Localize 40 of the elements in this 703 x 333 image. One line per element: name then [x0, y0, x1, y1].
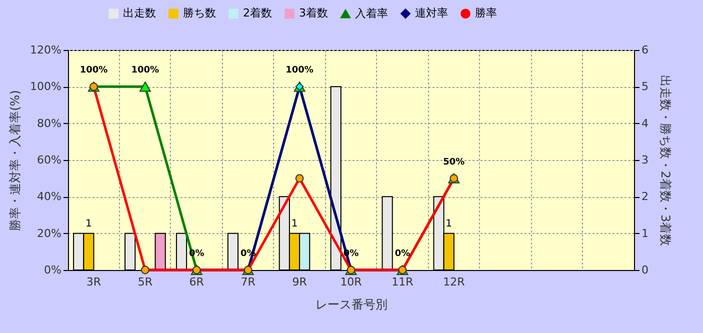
legend-label: 勝率: [475, 6, 497, 20]
x-tick-label: 12R: [443, 276, 466, 288]
legend-label: 2着数: [243, 6, 272, 20]
x-tick-label: 3R: [86, 276, 102, 288]
legend-label: 連対率: [415, 6, 448, 20]
x-tick-label: 6R: [189, 276, 204, 288]
data-label: 100%: [286, 66, 314, 76]
data-label: 0%: [394, 249, 410, 259]
y-tick-label: 60%: [37, 154, 62, 166]
data-label: 100%: [80, 66, 108, 76]
y2-axis-title: 出走数・勝ち数・2着数・3着数: [658, 74, 672, 246]
x-tick-label: 11R: [392, 276, 414, 288]
data-label: 1: [291, 218, 298, 230]
data-label: 1: [446, 218, 452, 230]
x-axis-title: レース番号別: [316, 298, 388, 312]
data-label: 50%: [443, 157, 465, 168]
legend-label: 3着数: [299, 6, 328, 20]
legend-label: 勝ち数: [183, 6, 216, 20]
x-tick-label: 9R: [292, 276, 308, 288]
data-label: 1: [85, 218, 92, 230]
y-tick-label: 20%: [37, 226, 62, 240]
legend-label: 入着率: [355, 6, 388, 20]
y-tick-label: 120%: [30, 44, 62, 56]
y-tick-label: 100%: [30, 80, 62, 94]
y2-tick-label: 1: [642, 226, 648, 240]
legend-label: 出走数: [123, 6, 156, 20]
y2-tick-label: 2: [642, 190, 648, 204]
y2-tick-label: 0: [642, 264, 648, 276]
x-tick-label: 10R: [340, 276, 362, 288]
x-tick-label: 5R: [138, 276, 153, 288]
x-tick-label: 7R: [240, 276, 256, 288]
y-tick-label: 0%: [44, 264, 62, 276]
y2-tick-label: 3: [642, 154, 648, 166]
y2-tick-label: 5: [642, 80, 648, 94]
y-tick-label: 40%: [37, 190, 62, 204]
y2-tick-label: 6: [642, 44, 648, 56]
data-label: 100%: [131, 66, 160, 76]
y2-tick-label: 4: [642, 116, 648, 130]
y-axis-title: 勝率・連対率・入着率(%): [8, 90, 22, 231]
y-tick-label: 80%: [37, 116, 62, 130]
